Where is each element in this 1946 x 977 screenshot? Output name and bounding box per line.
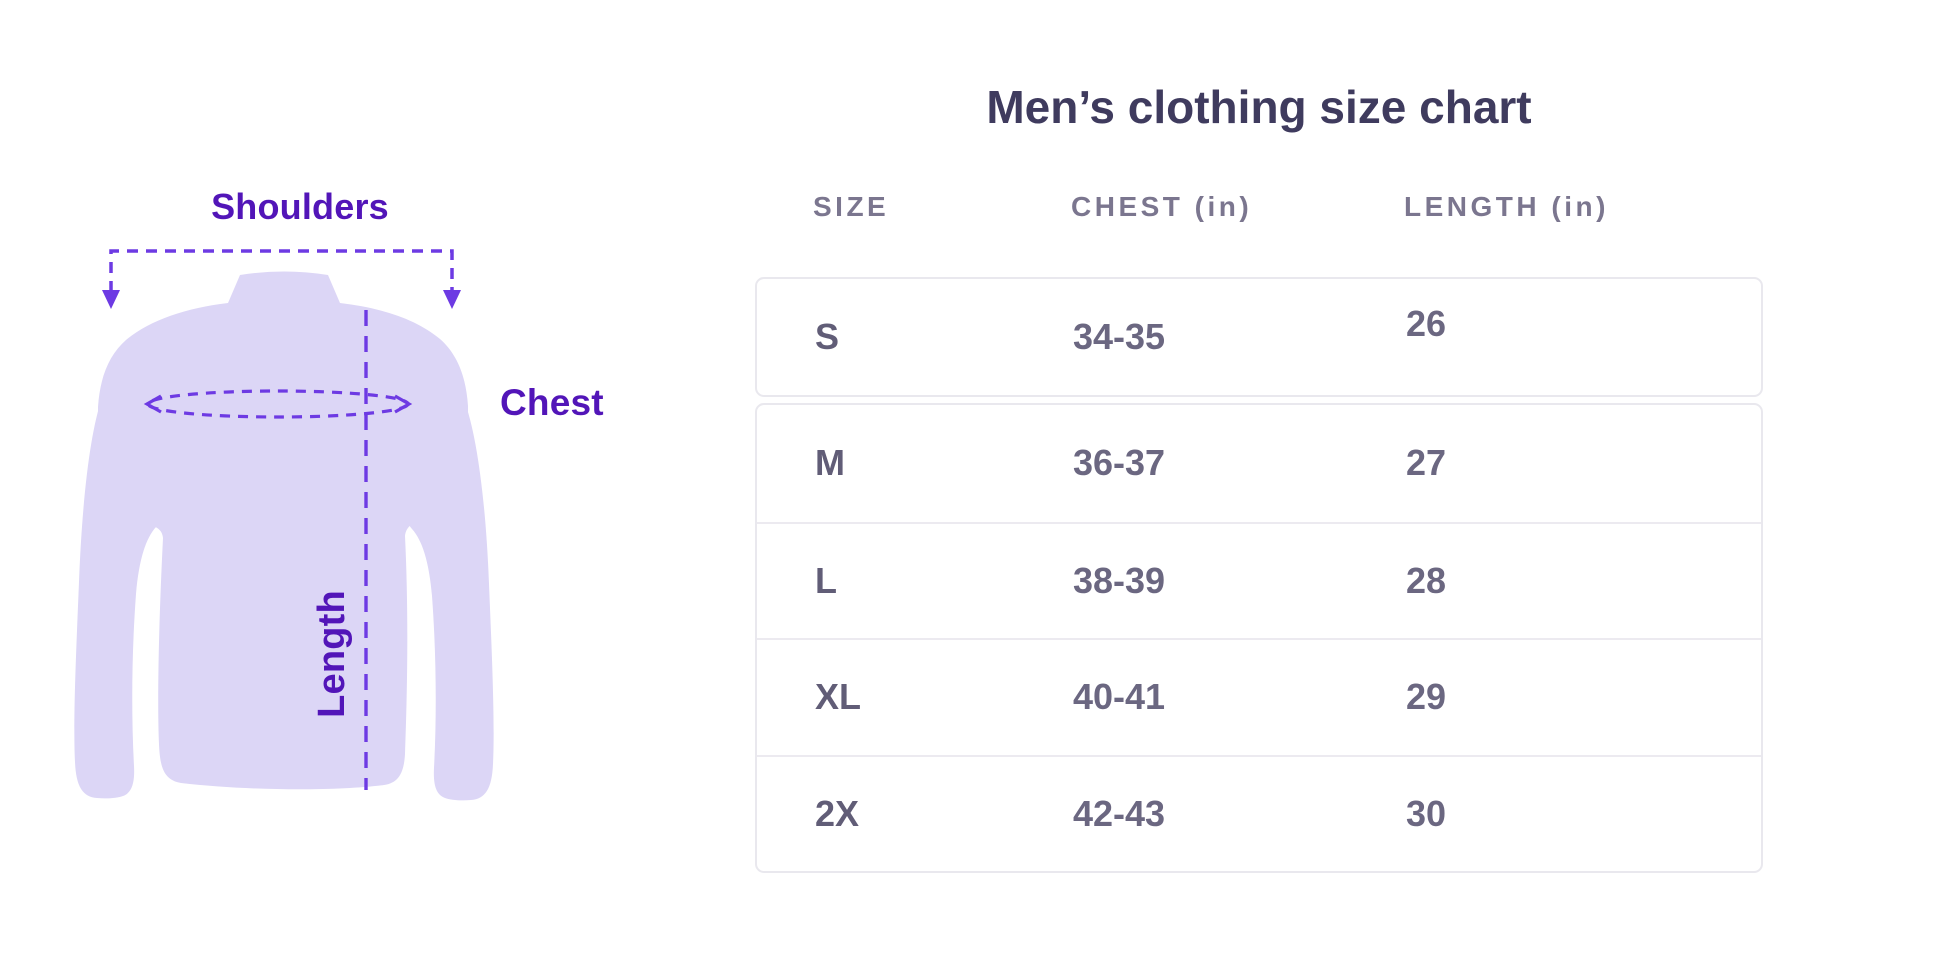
cell-length: 30	[1406, 792, 1447, 834]
cell-size: 2X	[815, 792, 860, 834]
shoulders-measure-bracket	[109, 249, 454, 292]
cell-chest: 34-35	[1073, 316, 1166, 357]
cell-chest: 42-43	[1073, 792, 1166, 834]
shoulders-arrow-right-icon	[443, 290, 461, 309]
cell-size: M	[815, 442, 845, 484]
cell-chest: 38-39	[1073, 559, 1166, 601]
shoulders-arrow-left-icon	[102, 290, 120, 309]
shirt-measurement-diagram: Shoulders Chest Length	[60, 170, 620, 830]
column-header-chest: CHEST (in)	[1071, 191, 1253, 222]
cell-chest: 40-41	[1073, 676, 1166, 718]
size-table-box-m-2x: M 36-37 27 L 38-39 28 XL 40-41 29 2X 42-…	[755, 403, 1763, 873]
length-label: Length	[311, 590, 353, 718]
table-row: S 34-35 26	[757, 279, 1761, 395]
chest-measure-ellipse	[143, 389, 413, 419]
chest-label: Chest	[500, 382, 604, 423]
size-table-box-s: S 34-35 26	[755, 277, 1763, 397]
table-row: L 38-39 28	[757, 521, 1761, 639]
cell-length: 27	[1406, 442, 1447, 484]
cell-size: S	[815, 316, 840, 357]
column-header-length: LENGTH (in)	[1404, 191, 1609, 222]
cell-size: L	[815, 559, 837, 601]
table-row: M 36-37 27	[757, 405, 1761, 522]
size-table-header: SIZE CHEST (in) LENGTH (in)	[755, 191, 1763, 225]
cell-size: XL	[815, 676, 862, 718]
table-row: 2X 42-43 30	[757, 754, 1761, 872]
page-title: Men’s clothing size chart	[986, 81, 1532, 133]
cell-length: 26	[1406, 303, 1447, 344]
shirt-body	[98, 271, 468, 790]
table-row: XL 40-41 29	[757, 638, 1761, 755]
column-header-size: SIZE	[813, 191, 890, 222]
shirt-illustration	[74, 249, 494, 801]
shoulders-label: Shoulders	[211, 186, 389, 227]
cell-chest: 36-37	[1073, 442, 1166, 484]
cell-length: 28	[1406, 559, 1447, 601]
cell-length: 29	[1406, 676, 1447, 718]
